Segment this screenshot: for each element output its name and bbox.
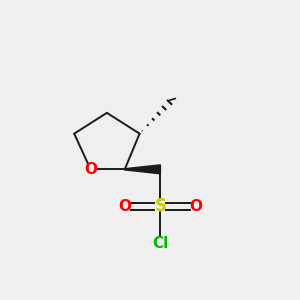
Polygon shape [125,165,160,174]
Text: O: O [84,162,97,177]
Text: Cl: Cl [152,236,169,251]
Text: O: O [118,199,131,214]
Text: S: S [154,197,166,215]
Text: O: O [190,199,202,214]
